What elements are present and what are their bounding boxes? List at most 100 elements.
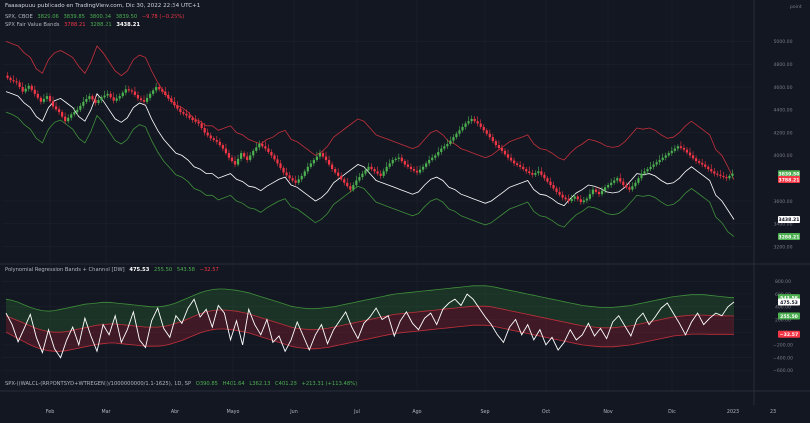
candle-body <box>549 181 552 186</box>
candle-body <box>664 155 667 158</box>
candle-body <box>661 157 664 160</box>
x-tick-label: Feb <box>46 409 55 415</box>
candle-body <box>655 162 658 165</box>
candle-body <box>479 123 482 127</box>
candle-body <box>473 118 476 122</box>
fair-value-mid-line <box>5 91 735 220</box>
candle-body <box>334 169 337 173</box>
indicator3-high: H401.64 <box>222 381 245 387</box>
candle-body <box>728 175 731 179</box>
indicator3-name[interactable]: SPX-((WALCL-(RRPONTSYD+WTREGEN))/1000000… <box>5 381 192 387</box>
candle-body <box>288 175 291 179</box>
candle-body <box>367 166 370 171</box>
candle-body <box>640 173 643 179</box>
chart-title: Faaaapuuu publicado en TradingView.com, … <box>5 3 201 9</box>
candle-body <box>145 97 149 102</box>
candle-body <box>579 199 582 203</box>
indicator3-change: +213.31 (+113.48%) <box>301 381 358 387</box>
candle-body <box>455 133 458 138</box>
candle-body <box>576 196 579 200</box>
candle-body <box>115 98 118 101</box>
candle-body <box>206 132 209 136</box>
candle-body <box>297 179 300 183</box>
candle-body <box>406 164 410 167</box>
x-tick-label: Oct <box>542 409 550 415</box>
candle-body <box>249 155 252 160</box>
candle-body <box>634 182 637 187</box>
candle-body <box>658 159 661 163</box>
symbol-name[interactable]: SPX, CBOE <box>5 14 33 20</box>
x-tick-label: Jul <box>353 409 360 415</box>
x-tick-label: Abr <box>171 409 179 415</box>
candle-body <box>722 175 725 178</box>
candle-body <box>212 138 215 141</box>
indicator3-legend: SPX-((WALCL-(RRPONTSYD+WTREGEN))/1000000… <box>5 381 360 387</box>
candle-body <box>318 153 322 157</box>
candle-body <box>218 141 221 146</box>
candle-body <box>224 148 228 154</box>
price-label-bg <box>778 233 800 241</box>
candle-body <box>170 98 173 102</box>
candle-body <box>467 121 470 124</box>
indicator3-close: C401.28 <box>275 381 297 387</box>
x-tick-label: Jun <box>289 409 298 415</box>
candle-body <box>340 175 343 180</box>
candle-body <box>561 194 564 198</box>
y-tick-label: 3600.00 <box>774 199 793 205</box>
candle-body <box>452 137 455 141</box>
candle-body <box>21 87 24 92</box>
candle-body <box>103 95 106 98</box>
candle-body <box>588 194 592 199</box>
candle-body <box>403 161 406 165</box>
candle-body <box>273 155 276 160</box>
candle-body <box>337 172 340 176</box>
y-tick-label: 4200.00 <box>774 130 793 136</box>
indicator3-open: O390.85 <box>195 381 218 387</box>
indicator2-name[interactable]: Polynomial Regression Bands + Channel [D… <box>5 267 125 273</box>
candle-body <box>109 93 112 98</box>
candle-body <box>391 159 394 164</box>
candle-body <box>667 153 670 156</box>
y-tick-label: −200.00 <box>773 343 793 349</box>
candle-body <box>500 147 504 151</box>
y-tick-label: 4400.00 <box>774 108 793 114</box>
candle-body <box>136 94 140 99</box>
candle-body <box>64 116 67 122</box>
candle-body <box>600 190 604 195</box>
indicator2-v3: 543.58 <box>176 267 195 273</box>
indicator2-v1: 475.53 <box>129 267 150 273</box>
candle-body <box>176 105 179 109</box>
price-label-bg <box>778 176 800 184</box>
candle-body <box>264 146 267 149</box>
candle-body <box>603 187 607 191</box>
candle-body <box>652 164 655 167</box>
y-tick-label: 200.00 <box>775 317 791 323</box>
candle-body <box>701 162 704 165</box>
candle-body <box>106 93 109 96</box>
upper-band-fill <box>6 285 734 333</box>
candle-body <box>139 98 143 101</box>
x-tick-label: 23 <box>770 409 776 415</box>
candle-body <box>94 99 97 103</box>
candle-body <box>197 121 200 124</box>
y-tick-label: −600.00 <box>773 368 793 374</box>
candle-body <box>133 91 137 95</box>
indicator1-v2: 3288.21 <box>90 22 112 28</box>
candle-body <box>552 185 555 189</box>
candle-body <box>418 169 422 173</box>
candle-body <box>67 117 70 122</box>
price-label-bg <box>778 330 800 338</box>
candle-body <box>173 101 176 106</box>
candle-body <box>164 91 167 95</box>
candle-body <box>388 163 391 167</box>
candle-body <box>79 105 82 110</box>
price-label-bg <box>778 215 800 223</box>
candle-body <box>682 147 686 150</box>
x-tick-label: 2023 <box>727 409 739 415</box>
candle-body <box>688 152 692 156</box>
candle-body <box>519 165 522 167</box>
candle-body <box>61 112 64 117</box>
indicator1-name[interactable]: SPX Fair Value Bands <box>5 22 60 28</box>
candle-body <box>434 155 437 158</box>
